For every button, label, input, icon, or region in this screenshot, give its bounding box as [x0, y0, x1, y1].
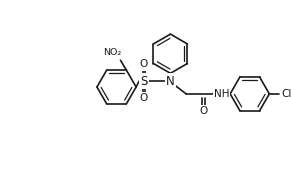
Text: NH: NH	[214, 89, 229, 99]
Text: S: S	[140, 75, 148, 88]
Text: O: O	[140, 93, 148, 103]
Text: O: O	[140, 60, 148, 69]
Text: O: O	[200, 107, 208, 117]
Text: N: N	[166, 75, 175, 88]
Text: Cl: Cl	[282, 89, 291, 99]
Text: NO₂: NO₂	[104, 48, 122, 57]
